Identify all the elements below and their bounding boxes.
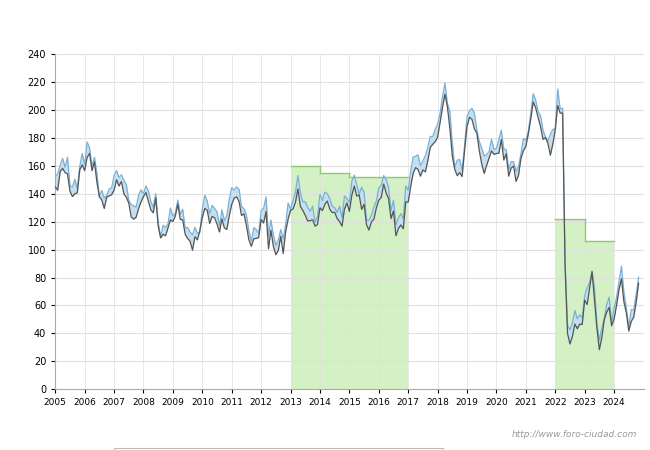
Text: Benagéber - Evolucion de la poblacion en edad de Trabajar Noviembre de 2024: Benagéber - Evolucion de la poblacion en… — [29, 17, 621, 30]
Legend: Ocupados, Parados, Hab. entre 16-64: Ocupados, Parados, Hab. entre 16-64 — [114, 448, 443, 450]
Text: http://www.foro-ciudad.com: http://www.foro-ciudad.com — [512, 430, 637, 439]
